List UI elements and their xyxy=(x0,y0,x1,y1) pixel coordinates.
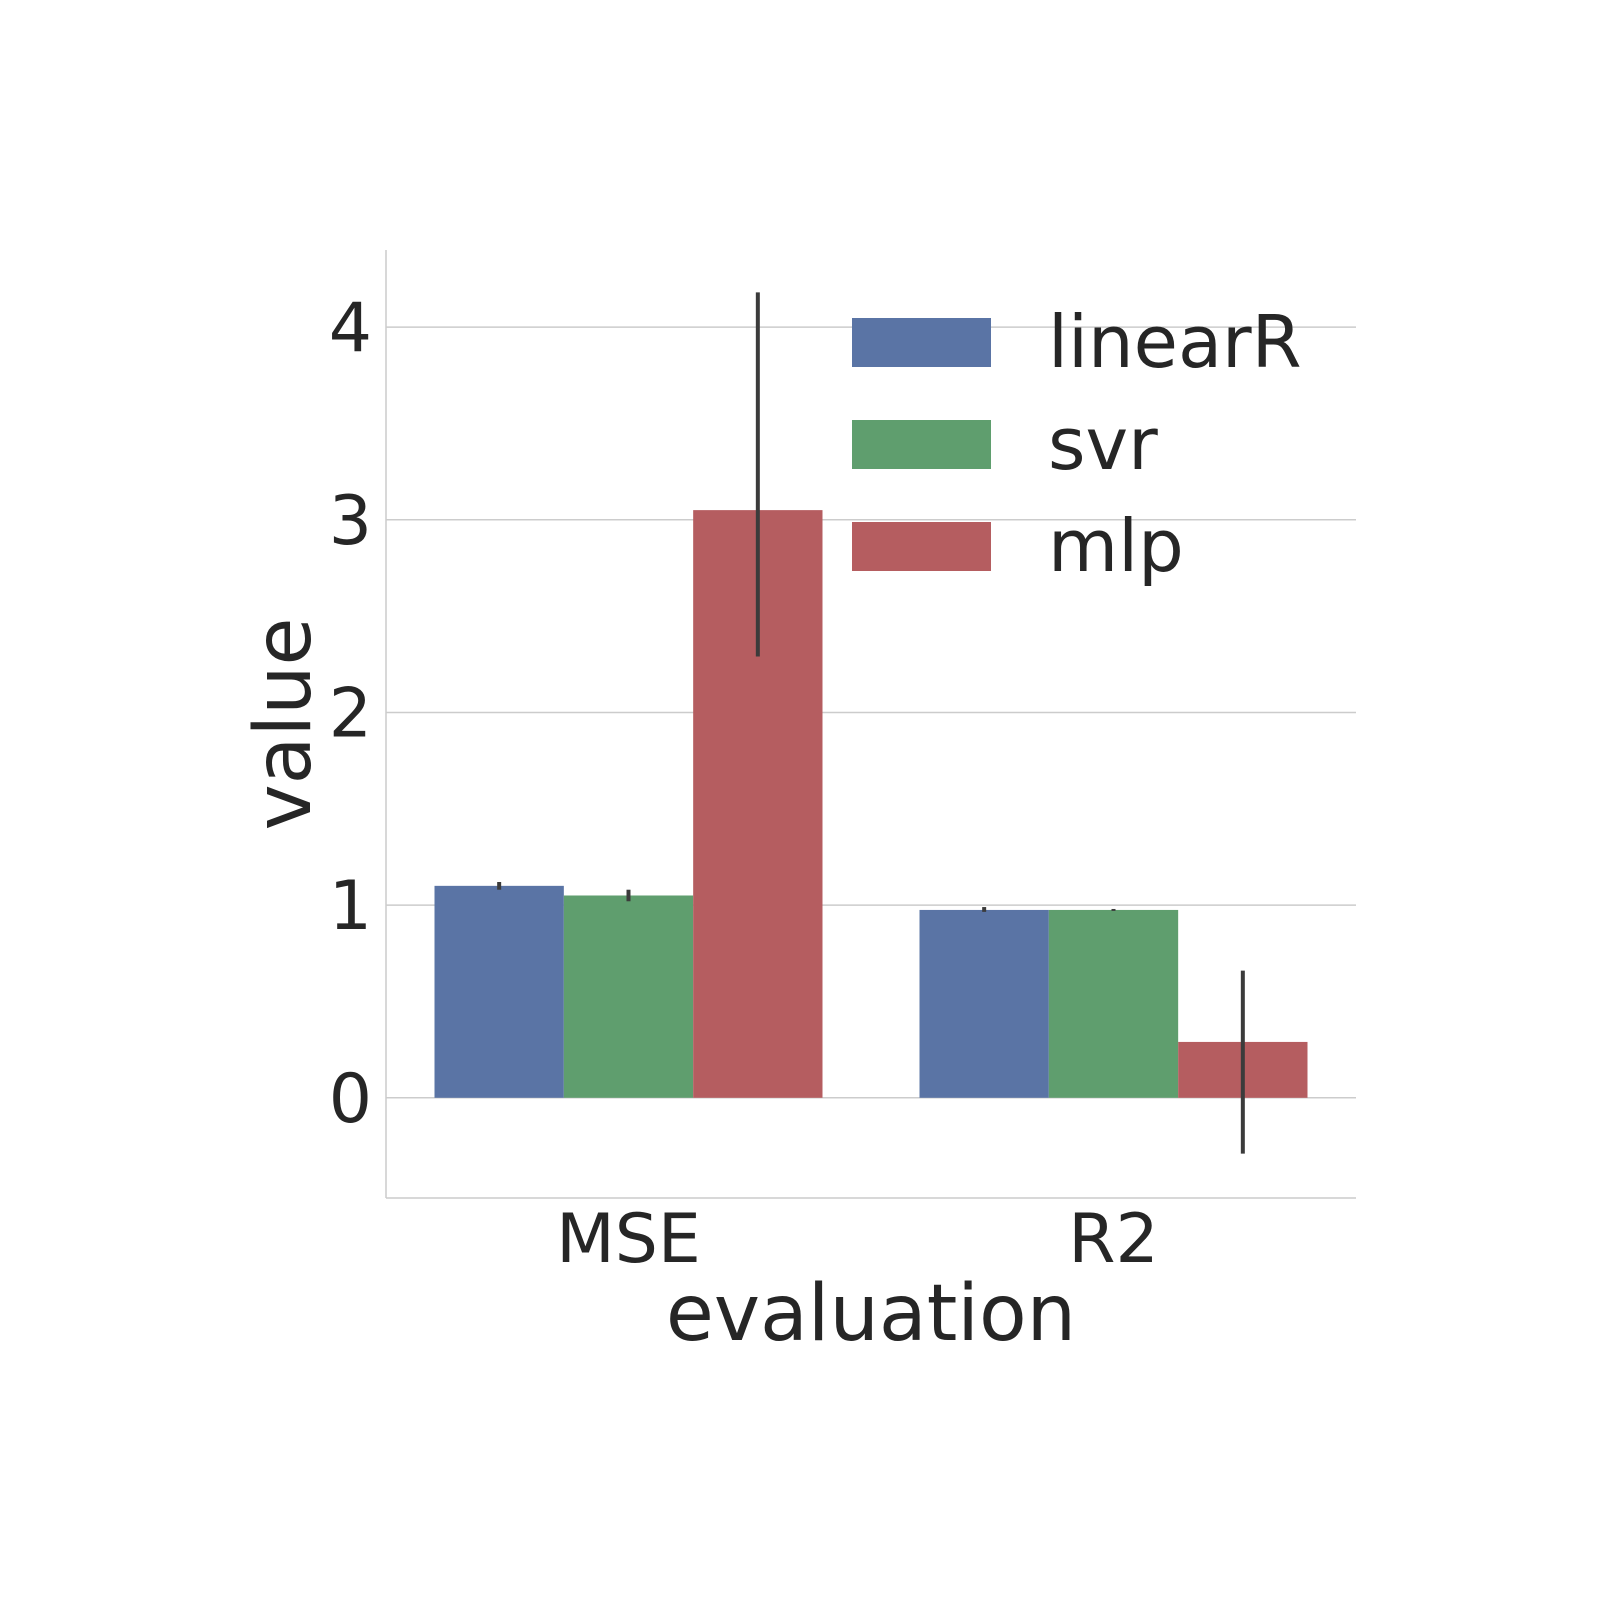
axes-spines xyxy=(385,250,1356,1199)
bar-linearR-MSE xyxy=(434,885,564,1098)
x-tick-label: MSE xyxy=(556,1200,701,1279)
legend-swatch-svr xyxy=(852,420,991,469)
bar-svr-MSE xyxy=(563,895,694,1098)
y-tick-labels: 0 1 2 3 4 xyxy=(329,289,372,1139)
x-tick-labels: MSE R2 xyxy=(556,1200,1159,1279)
x-tick-label: R2 xyxy=(1068,1200,1159,1279)
y-axis-label: value xyxy=(239,617,329,830)
y-tick-label: 1 xyxy=(329,867,372,946)
y-tick-label: 3 xyxy=(329,482,372,561)
y-tick-label: 0 xyxy=(329,1060,372,1139)
error-bars xyxy=(497,292,1245,1154)
bar-linearR-R2 xyxy=(919,909,1049,1098)
legend-label-svr: svr xyxy=(1048,402,1158,486)
legend-swatch-mlp xyxy=(852,522,991,571)
y-tick-label: 4 xyxy=(329,289,372,368)
legend-swatch-linearR xyxy=(852,318,991,367)
legend: linearR svr mlp xyxy=(852,300,1302,588)
bar-svr-R2 xyxy=(1048,909,1179,1098)
legend-label-linearR: linearR xyxy=(1048,300,1302,384)
x-axis-label: evaluation xyxy=(666,1269,1076,1359)
legend-label-mlp: mlp xyxy=(1048,504,1184,588)
y-tick-label: 2 xyxy=(329,674,372,753)
bars xyxy=(434,510,1308,1098)
